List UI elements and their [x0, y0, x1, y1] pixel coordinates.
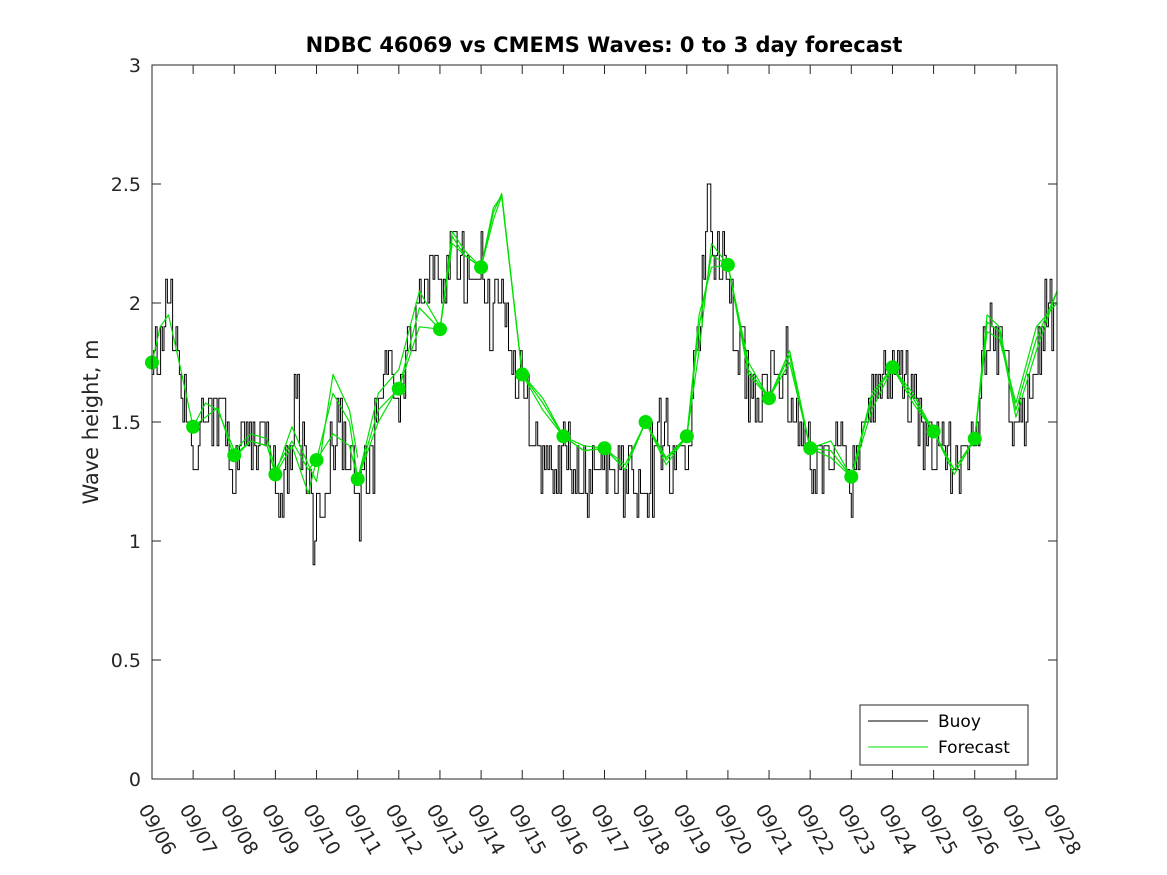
forecast-marker [186, 419, 201, 434]
forecast-marker [844, 469, 859, 484]
forecast-line [727, 264, 852, 477]
legend-box [859, 704, 1029, 766]
forecast-marker [391, 381, 406, 396]
chart-title: NDBC 46069 vs CMEMS Waves: 0 to 3 day fo… [306, 33, 903, 57]
forecast-line [192, 402, 317, 471]
forecast-marker [885, 360, 900, 375]
y-axis-label: Wave height, m [79, 339, 103, 504]
data-series [145, 183, 1057, 566]
legend-forecast-label: Forecast [938, 738, 1010, 758]
forecast-line [974, 290, 1057, 439]
forecast-line [357, 235, 482, 480]
forecast-marker [679, 429, 694, 444]
y-tick-label: 0.5 [111, 650, 141, 672]
legend-buoy-label: Buoy [938, 712, 981, 732]
forecast-marker [227, 448, 242, 463]
y-tick-label: 1 [129, 531, 141, 553]
forecast-line [563, 421, 688, 466]
forecast-line [233, 373, 359, 483]
y-tick-label: 3 [129, 55, 141, 77]
forecast-marker [309, 453, 324, 468]
forecast-marker [433, 322, 447, 337]
forecast-line [809, 366, 935, 478]
forecast-marker [350, 472, 365, 487]
y-tick-label: 1.5 [111, 412, 141, 434]
y-tick-label: 0 [129, 769, 141, 791]
forecast-line [439, 192, 564, 437]
forecast-marker [720, 257, 735, 272]
y-tick-label: 2.5 [111, 174, 141, 196]
forecast-marker [638, 415, 653, 429]
forecast-markers [145, 257, 982, 487]
forecast-line [274, 386, 400, 494]
legend: Buoy Forecast [859, 704, 1029, 766]
forecast-marker [803, 441, 818, 456]
forecast-line [933, 302, 1057, 471]
forecast-marker [556, 429, 571, 444]
forecast-line [315, 290, 441, 480]
forecast-marker [597, 441, 612, 456]
forecast-marker [268, 467, 283, 482]
forecast-line [398, 195, 523, 389]
forecast-line [768, 361, 893, 478]
plot-frame [151, 64, 1058, 780]
forecast-marker [515, 367, 530, 382]
forecast-marker [474, 260, 489, 275]
y-tick-label: 2 [129, 293, 141, 315]
forecast-marker [967, 431, 982, 446]
forecast-line [604, 242, 729, 471]
forecast-marker [926, 424, 941, 439]
forecast-marker [762, 391, 776, 406]
forecast-series [152, 192, 1057, 494]
